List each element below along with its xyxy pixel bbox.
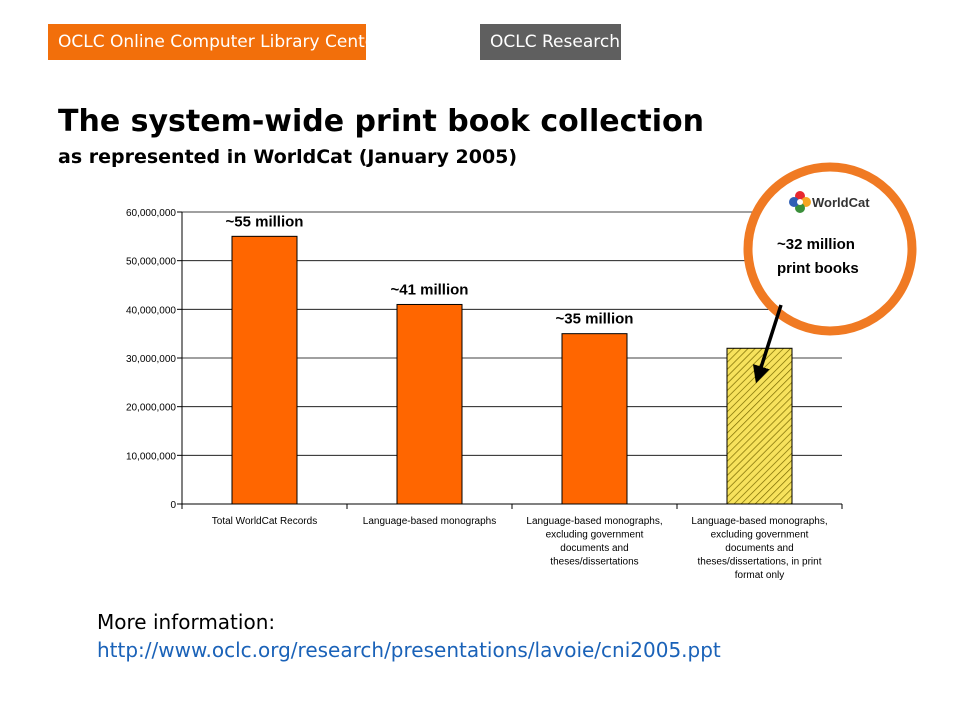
callout-line-1: ~32 million <box>777 236 855 253</box>
y-tick-label: 40,000,000 <box>126 305 176 316</box>
worldcat-logo-text: WorldCat <box>812 195 870 210</box>
slide-title: The system-wide print book collection <box>58 104 705 139</box>
worldcat-callout: WorldCat ~32 million print books <box>743 162 917 384</box>
more-info-link[interactable]: http://www.oclc.org/research/presentatio… <box>97 638 721 662</box>
oclc-badge: OCLC Online Computer Library Center <box>48 24 382 60</box>
x-tick-label: theses/dissertations <box>550 557 638 568</box>
bar-data-label: ~41 million <box>391 281 469 298</box>
x-tick-label: Total WorldCat Records <box>212 516 317 527</box>
y-axis: 0 10,000,000 20,000,000 30,000,000 40,000,00… <box>126 208 183 511</box>
x-tick-label: documents and <box>725 543 793 554</box>
bar <box>561 333 628 505</box>
x-axis: Total WorldCat Records Language-based mon… <box>181 503 843 581</box>
y-tick-label: 30,000,000 <box>126 354 176 365</box>
x-tick-label: excluding government <box>711 530 809 541</box>
y-tick-label: 60,000,000 <box>126 208 176 219</box>
y-tick-label: 0 <box>170 500 176 511</box>
x-tick-label: documents and <box>560 543 628 554</box>
oclc-research-badge: OCLC Research <box>480 24 621 60</box>
data-labels: ~55 million ~41 million ~35 million <box>226 213 634 327</box>
bar <box>231 235 298 505</box>
x-tick-label: theses/dissertations, in print <box>698 557 822 568</box>
bar-data-label: ~55 million <box>226 213 304 230</box>
callout-line-2: print books <box>777 260 859 277</box>
callout-arrow <box>752 304 783 384</box>
bars <box>231 235 793 505</box>
x-tick-label: Language-based monographs <box>363 516 496 527</box>
y-tick-label: 20,000,000 <box>126 403 176 414</box>
y-tick-label: 50,000,000 <box>126 257 176 268</box>
more-info-label: More information: <box>97 610 276 634</box>
bar <box>396 303 463 505</box>
worldcat-logo-icon <box>789 191 811 213</box>
x-tick-label: format only <box>735 570 784 581</box>
slide-subtitle: as represented in WorldCat (January 2005… <box>58 146 518 168</box>
callout-circle <box>743 162 917 336</box>
y-tick-label: 10,000,000 <box>126 451 176 462</box>
x-tick-label: excluding government <box>546 530 644 541</box>
bar-data-label: ~35 million <box>556 311 634 328</box>
x-tick-label: Language-based monographs, <box>691 516 827 527</box>
x-tick-label: Language-based monographs, <box>526 516 662 527</box>
